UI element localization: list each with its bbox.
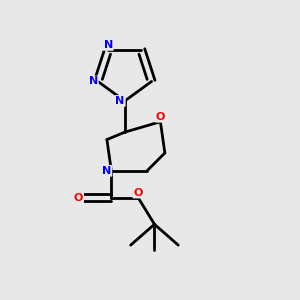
Text: N: N [116,96,125,106]
Text: O: O [156,112,165,122]
Text: N: N [102,166,111,176]
Text: N: N [103,40,113,50]
Text: O: O [134,188,143,198]
Text: N: N [88,76,98,86]
Text: O: O [74,193,83,202]
